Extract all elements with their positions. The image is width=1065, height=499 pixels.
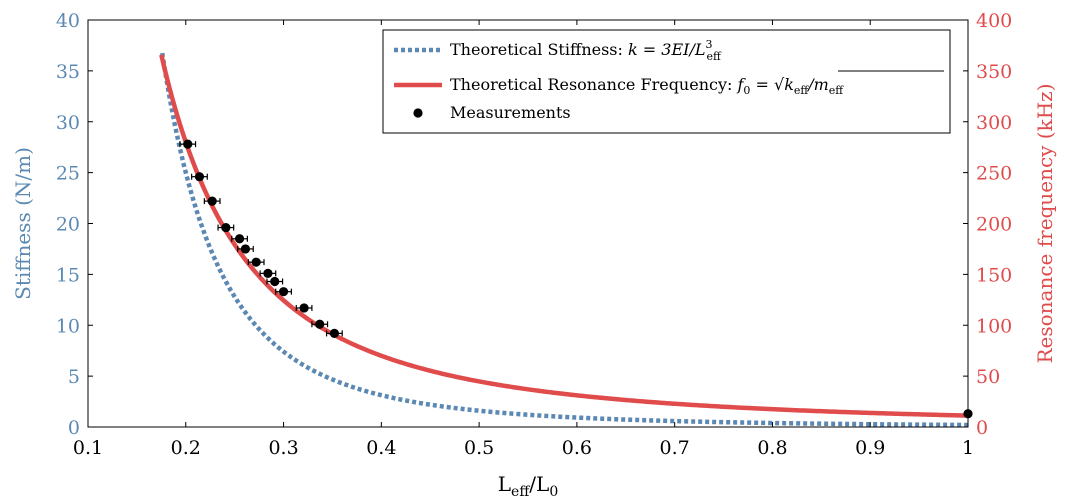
measurement-point <box>191 172 208 182</box>
x-tick-label: 0.6 <box>562 437 592 459</box>
measurement-point <box>217 222 235 233</box>
plot-area <box>159 52 973 427</box>
measurement-point <box>237 244 254 254</box>
legend: Theoretical Stiffness: k = 3EI/L3 eff Theo… <box>382 29 951 134</box>
measurement-marker <box>315 319 325 329</box>
y-right-tick-label: 300 <box>976 112 1012 134</box>
y-right-tick-label: 0 <box>976 417 988 439</box>
legend-label-stiffness: Theoretical Stiffness: k = 3EI/L3 eff <box>450 38 722 63</box>
x-tick-label: 0.3 <box>268 437 298 459</box>
measurement-point <box>247 257 265 267</box>
measurement-point <box>325 328 343 338</box>
y-left-tick-label: 30 <box>56 112 80 134</box>
y-right-tick-label: 400 <box>976 10 1012 32</box>
legend-label-measurements: Measurements <box>450 103 571 122</box>
y-right-axis-title: Resonance frequency (kHz) <box>1033 83 1057 363</box>
y-left-tick-label: 35 <box>56 61 80 83</box>
measurement-marker <box>299 303 309 313</box>
measurement-marker <box>221 222 231 233</box>
y-left-axis-title: Stiffness (N/m) <box>11 147 35 300</box>
measurement-point <box>266 276 284 287</box>
x-tick-label: 0.1 <box>73 437 103 459</box>
x-tick-label: 0.7 <box>660 437 690 459</box>
y-right-tick-label: 50 <box>976 366 1000 388</box>
measurement-marker <box>270 276 280 287</box>
x-tick-label: 0.9 <box>855 437 885 459</box>
measurement-marker <box>194 172 205 182</box>
measurement-point <box>275 287 292 297</box>
x-tick-label: 0.2 <box>171 437 201 459</box>
legend-swatch-measurements <box>413 108 423 118</box>
measurement-marker <box>183 139 193 149</box>
x-axis-title: Leff/L0 <box>498 472 558 499</box>
y-left-tick-label: 25 <box>56 163 80 185</box>
y-left-tick-label: 5 <box>68 366 80 388</box>
measurement-point <box>231 234 248 244</box>
measurement-marker <box>234 234 245 244</box>
measurement-point <box>179 139 197 149</box>
x-tick-label: 1 <box>962 437 974 459</box>
stiffness-curve <box>159 52 968 427</box>
measurement-point <box>259 268 277 278</box>
y-right-tick-label: 150 <box>976 264 1012 286</box>
x-tick-label: 0.8 <box>757 437 787 459</box>
y-right-tick-label: 200 <box>976 214 1012 236</box>
measurement-marker <box>329 328 339 338</box>
y-right-tick-label: 350 <box>976 61 1012 83</box>
y-left-tick-label: 15 <box>56 264 80 286</box>
measurement-marker <box>251 257 261 267</box>
y-left-tick-label: 40 <box>56 10 80 32</box>
legend-label-frequency: Theoretical Resonance Frequency: f0 = √k… <box>450 75 844 97</box>
measurement-marker <box>263 268 273 278</box>
y-left-tick-label: 0 <box>68 417 80 439</box>
x-tick-label: 0.5 <box>464 437 494 459</box>
measurement-point <box>203 196 221 206</box>
measurement-point <box>295 303 313 313</box>
measurement-marker <box>240 244 251 254</box>
measurement-marker <box>278 287 289 297</box>
y-left-tick-label: 10 <box>56 315 80 337</box>
legend-box <box>382 29 951 134</box>
measurement-point <box>311 319 329 329</box>
y-right-tick-label: 100 <box>976 315 1012 337</box>
y-right-tick-label: 250 <box>976 163 1012 185</box>
measurement-marker <box>207 196 217 206</box>
axes: 0.1 0.2 0.3 0.4 0.5 0.6 0.7 0.8 0.9 1051015202530… <box>11 10 1057 499</box>
y-left-tick-label: 20 <box>56 214 80 236</box>
x-tick-label: 0.4 <box>366 437 396 459</box>
